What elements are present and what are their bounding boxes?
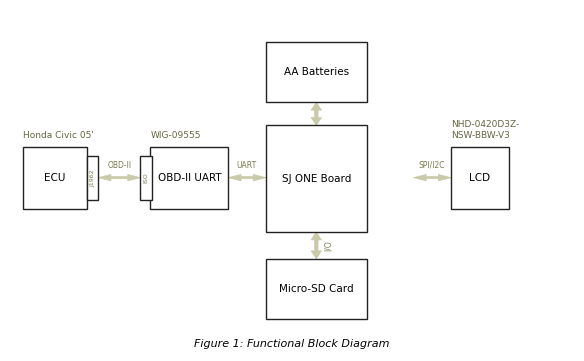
Bar <box>266 125 367 232</box>
Bar <box>140 156 152 200</box>
Polygon shape <box>98 174 140 181</box>
Polygon shape <box>311 102 322 125</box>
Text: NHD-0420D3Z-
NSW-BBW-V3: NHD-0420D3Z- NSW-BBW-V3 <box>451 120 519 140</box>
Polygon shape <box>311 232 322 259</box>
Text: I/O: I/O <box>324 240 333 251</box>
Text: SJ ONE Board: SJ ONE Board <box>282 174 351 184</box>
Text: OBD-II: OBD-II <box>107 161 131 170</box>
Text: OBD-II UART: OBD-II UART <box>158 173 221 183</box>
Bar <box>266 259 367 319</box>
Bar <box>150 147 228 209</box>
Text: J1962: J1962 <box>90 169 95 187</box>
Text: UART: UART <box>237 161 257 170</box>
Text: LCD: LCD <box>470 173 491 183</box>
Bar <box>451 147 509 209</box>
Bar <box>86 156 98 200</box>
Text: ECU: ECU <box>44 173 65 183</box>
Text: WIG-09555: WIG-09555 <box>150 131 201 140</box>
Bar <box>23 147 86 209</box>
Bar <box>266 42 367 102</box>
Polygon shape <box>413 174 451 181</box>
Text: ISO: ISO <box>144 173 149 183</box>
Text: Honda Civic 05': Honda Civic 05' <box>23 131 94 140</box>
Text: Figure 1: Functional Block Diagram: Figure 1: Functional Block Diagram <box>194 339 390 349</box>
Text: AA Batteries: AA Batteries <box>284 67 349 77</box>
Text: SPI/I2C: SPI/I2C <box>419 161 445 170</box>
Text: Micro-SD Card: Micro-SD Card <box>279 284 354 294</box>
Polygon shape <box>228 174 266 181</box>
